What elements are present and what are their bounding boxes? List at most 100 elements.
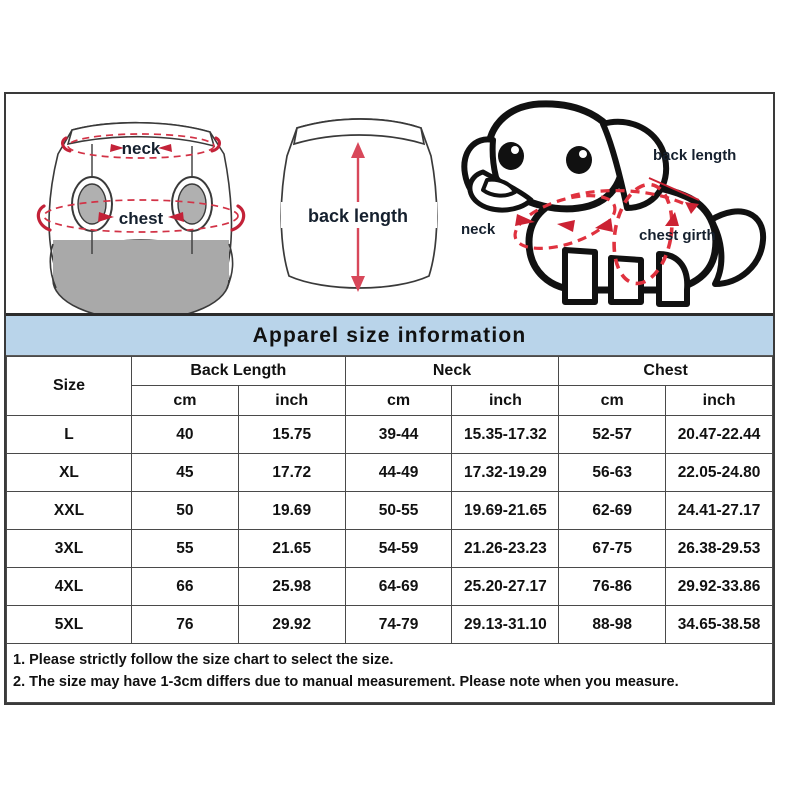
cell-back-in: 25.98 <box>237 567 346 606</box>
cell-back-cm: 45 <box>131 453 239 492</box>
dog-neck-measure-loop <box>513 194 617 250</box>
cell-neck-in: 21.26-23.23 <box>451 529 560 568</box>
back-length-arrow-down <box>351 276 365 292</box>
back-length-arrow-up <box>351 142 365 158</box>
dog-illustration: neck back length chest girth <box>453 94 773 313</box>
neck-arrow-left <box>110 144 124 152</box>
cell-size: 3XL <box>6 529 132 568</box>
dog-back-length-leader <box>648 177 700 201</box>
cell-back-in: 29.92 <box>237 605 346 644</box>
dog-neck-label: neck <box>461 221 496 238</box>
cell-back-in: 17.72 <box>237 453 346 492</box>
dog-neck-arrow-right <box>557 220 575 232</box>
table-row: 3XL 55 21.65 54-59 21.26-23.23 67-75 26.… <box>6 529 773 568</box>
dog-chest-arrow <box>665 212 679 226</box>
cell-back-cm: 66 <box>131 567 239 606</box>
header-row-groups: Size Back Length Neck Chest <box>6 356 773 416</box>
header-neck-cm: cm <box>344 385 453 416</box>
cell-neck-cm: 39-44 <box>344 415 453 454</box>
cell-back-cm: 50 <box>131 491 239 530</box>
header-back-length-cm: cm <box>131 385 239 416</box>
notes-cell: 1. Please strictly follow the size chart… <box>6 643 773 703</box>
cell-size: 4XL <box>6 567 132 606</box>
table-title: Apparel size information <box>252 323 527 347</box>
table-row: 5XL 76 29.92 74-79 29.13-31.10 88-98 34.… <box>6 605 773 644</box>
cell-neck-in: 17.32-19.29 <box>451 453 560 492</box>
cell-chest-in: 29.92-33.86 <box>665 567 773 606</box>
dog-eye-right <box>566 146 592 174</box>
cell-neck-cm: 44-49 <box>344 453 453 492</box>
dog-front-leg-1 <box>562 247 598 305</box>
cell-chest-in: 26.38-29.53 <box>665 529 773 568</box>
cell-size: 5XL <box>6 605 132 644</box>
table-row: 4XL 66 25.98 64-69 25.20-27.17 76-86 29.… <box>6 567 773 606</box>
cell-back-in: 15.75 <box>237 415 346 454</box>
cell-chest-cm: 56-63 <box>558 453 667 492</box>
dog-back-length-arrow-right <box>685 202 699 214</box>
chest-label: chest <box>119 209 164 228</box>
header-group-neck: Neck <box>344 356 560 386</box>
size-chart-card: neck chest back length <box>4 92 775 705</box>
dog-hind-leg <box>656 251 691 307</box>
table-row: XXL 50 19.69 50-55 19.69-21.65 62-69 24.… <box>6 491 773 530</box>
dog-chest-girth-label: chest girth <box>639 227 716 244</box>
back-length-label: back length <box>308 206 408 226</box>
header-chest-cm: cm <box>558 385 667 416</box>
dog-neck-arrow-left <box>515 214 535 226</box>
cell-chest-cm: 88-98 <box>558 605 667 644</box>
table-row: XL 45 17.72 44-49 17.32-19.29 56-63 22.0… <box>6 453 773 492</box>
cell-back-cm: 55 <box>131 529 239 568</box>
cell-neck-in: 19.69-21.65 <box>451 491 560 530</box>
garment-back-illustration: back length <box>259 94 457 313</box>
cell-chest-cm: 62-69 <box>558 491 667 530</box>
table-title-band: Apparel size information <box>6 316 773 356</box>
table-row: L 40 15.75 39-44 15.35-17.32 52-57 20.47… <box>6 415 773 454</box>
cell-chest-cm: 76-86 <box>558 567 667 606</box>
chest-measure-ellipse <box>43 199 239 233</box>
size-table: Size Back Length Neck Chest cm inch cm i… <box>6 356 773 703</box>
cell-chest-in: 34.65-38.58 <box>665 605 773 644</box>
cell-back-in: 21.65 <box>237 529 346 568</box>
dog-nose <box>481 177 517 198</box>
header-chest-inch: inch <box>665 385 773 416</box>
cell-neck-cm: 54-59 <box>344 529 453 568</box>
cell-chest-in: 24.41-27.17 <box>665 491 773 530</box>
garment-back-collar <box>292 118 426 146</box>
chest-arrow-right <box>168 212 184 222</box>
cell-size: XL <box>6 453 132 492</box>
cell-neck-in: 25.20-27.17 <box>451 567 560 606</box>
neck-arrow-right <box>158 144 172 152</box>
dog-back-length-line <box>570 188 690 208</box>
note-line-2: 2. The size may have 1-3cm differs due t… <box>13 674 679 691</box>
cell-chest-cm: 52-57 <box>558 415 667 454</box>
dog-ear-right <box>600 118 670 211</box>
cell-neck-in: 15.35-17.32 <box>451 415 560 454</box>
cell-chest-cm: 67-75 <box>558 529 667 568</box>
dog-eye-left <box>498 142 524 170</box>
chest-arrow-left <box>98 212 114 222</box>
illustration-strip: neck chest back length <box>6 94 773 316</box>
header-group-back-length: Back Length <box>131 356 346 386</box>
header-row-units: cm inch cm inch cm inch <box>7 385 773 416</box>
notes-row: 1. Please strictly follow the size chart… <box>6 643 773 703</box>
cell-size: L <box>6 415 132 454</box>
cell-back-cm: 40 <box>131 415 239 454</box>
size-table-body: L 40 15.75 39-44 15.35-17.32 52-57 20.47… <box>6 415 773 703</box>
dog-chest-girth-loop <box>612 182 674 286</box>
dog-tail <box>708 208 767 287</box>
dog-back-length-label: back length <box>653 147 736 164</box>
cell-chest-in: 20.47-22.44 <box>665 415 773 454</box>
leg-hole-left <box>71 176 113 232</box>
neck-measure-ellipse <box>67 133 215 159</box>
dog-back-length-arrow-left <box>595 218 613 232</box>
cell-size: XXL <box>6 491 132 530</box>
cell-chest-in: 22.05-24.80 <box>665 453 773 492</box>
size-table-head: Size Back Length Neck Chest cm inch cm i… <box>6 356 773 416</box>
cell-neck-cm: 50-55 <box>344 491 453 530</box>
neck-label: neck <box>122 139 161 158</box>
cell-neck-cm: 74-79 <box>344 605 453 644</box>
header-back-length-inch: inch <box>237 385 346 416</box>
header-neck-inch: inch <box>451 385 560 416</box>
note-line-1: 1. Please strictly follow the size chart… <box>13 652 394 668</box>
